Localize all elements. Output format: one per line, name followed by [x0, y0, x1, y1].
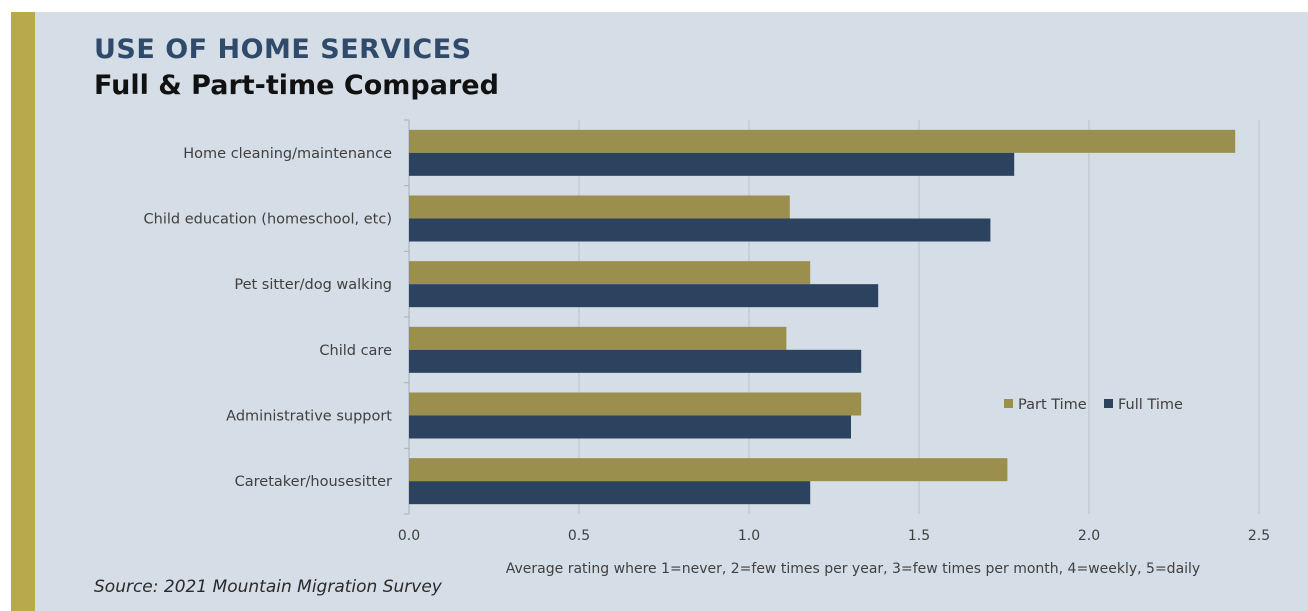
bar-full-time: [409, 481, 811, 505]
legend-swatch-part-time: [1004, 399, 1013, 408]
legend-label-part-time: Part Time: [1018, 397, 1087, 413]
bar-part-time: [409, 458, 1008, 482]
bar-full-time: [409, 284, 879, 308]
x-tick-label: 0.0: [398, 528, 420, 544]
bar-part-time: [409, 195, 790, 219]
chart-subtitle: Full & Part-time Compared: [94, 70, 499, 101]
source-note: Source: 2021 Mountain Migration Survey: [94, 577, 442, 597]
bar-full-time: [409, 349, 862, 373]
bar-part-time: [409, 392, 862, 416]
bar-part-time: [409, 129, 1236, 153]
category-label: Pet sitter/dog walking: [234, 277, 392, 293]
legend-swatch-full-time: [1104, 399, 1113, 408]
x-axis-label: Average rating where 1=never, 2=few time…: [506, 561, 1200, 577]
x-tick-label: 0.5: [568, 528, 590, 544]
x-tick-label: 2.5: [1248, 528, 1270, 544]
accent-bar: [11, 12, 35, 611]
x-tick-label: 1.5: [908, 528, 930, 544]
chart-title: USE OF HOME SERVICES: [94, 34, 472, 65]
bar-chart: 0.0 0.5 1.0 1.5 2.0 2.5 Home cleaning/maintena…: [144, 119, 1270, 577]
legend-label-full-time: Full Time: [1118, 397, 1183, 413]
bar-full-time: [409, 152, 1015, 176]
bar-full-time: [409, 415, 851, 439]
category-label: Home cleaning/maintenance: [183, 146, 392, 162]
bar-part-time: [409, 326, 787, 350]
x-tick-label: 2.0: [1078, 528, 1100, 544]
bar-part-time: [409, 261, 811, 285]
category-label: Caretaker/housesitter: [235, 474, 392, 490]
x-tick-label: 1.0: [738, 528, 760, 544]
chart-panel: USE OF HOME SERVICES Full & Part-time Co…: [11, 12, 1308, 611]
bar-full-time: [409, 218, 991, 242]
category-label: Child education (homeschool, etc): [144, 212, 392, 228]
category-label: Administrative support: [226, 409, 392, 425]
category-label: Child care: [319, 343, 392, 359]
